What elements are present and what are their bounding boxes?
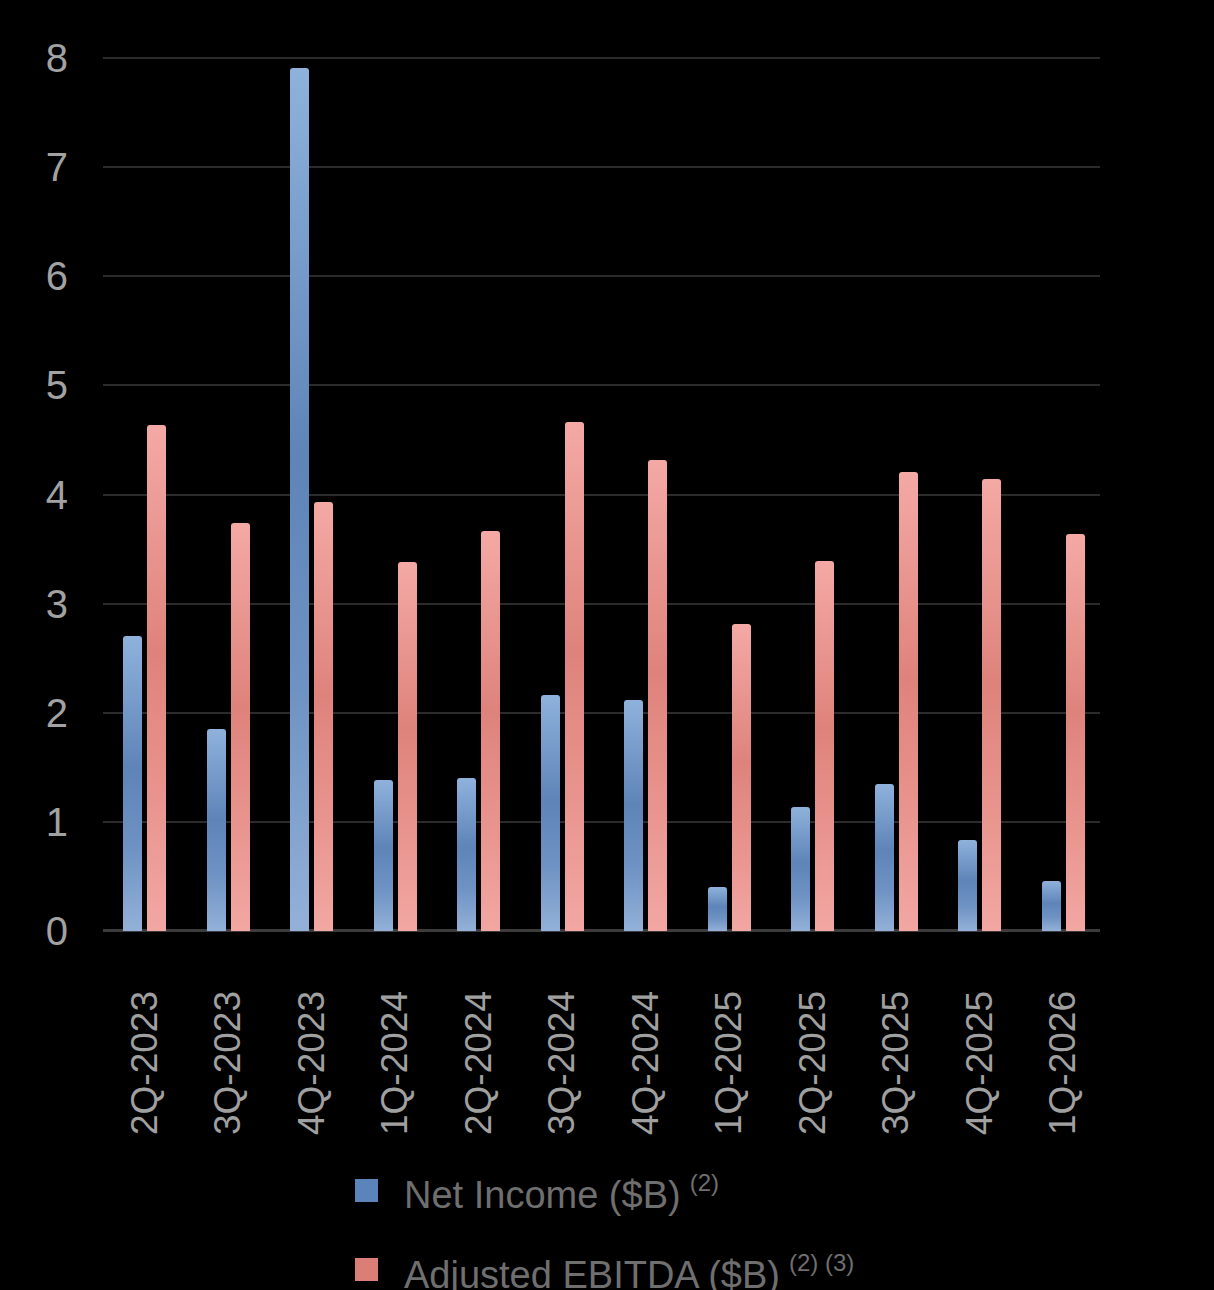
gridline-y2	[103, 712, 1100, 714]
gridline-y3	[103, 603, 1100, 605]
y-tick-label-7: 7	[0, 143, 68, 191]
bar-net-income-3q-2025	[875, 784, 894, 931]
x-tick-label-3q-2023: 3Q-2023	[206, 953, 250, 1135]
bar-net-income-4q-2025	[958, 840, 977, 931]
x-tick-label-4q-2023: 4Q-2023	[290, 953, 334, 1135]
x-tick-label-1q-2026: 1Q-2026	[1041, 953, 1085, 1135]
gridline-y6	[103, 275, 1100, 277]
bar-adjusted-ebitda-1q-2026	[1066, 534, 1085, 931]
x-axis-line	[103, 929, 1100, 932]
bar-adjusted-ebitda-2q-2023	[147, 425, 166, 931]
adjusted-ebitda-footnote: (2) (3)	[789, 1249, 854, 1276]
x-tick-label-3q-2024: 3Q-2024	[540, 953, 584, 1135]
bar-net-income-3q-2023	[207, 729, 226, 931]
bar-adjusted-ebitda-3q-2023	[231, 523, 250, 931]
bar-adjusted-ebitda-3q-2025	[899, 472, 918, 931]
adjusted-ebitda-legend-label: Adjusted EBITDA ($B)(2) (3)	[404, 1243, 854, 1290]
bar-adjusted-ebitda-4q-2025	[982, 479, 1001, 931]
bar-net-income-2q-2025	[791, 807, 810, 931]
net-income-footnote: (2)	[690, 1169, 719, 1196]
y-axis: 0 1 2 3 4 5 6 7 8	[0, 0, 96, 1290]
bar-net-income-1q-2025	[708, 887, 727, 931]
x-tick-label-1q-2025: 1Q-2025	[707, 953, 751, 1135]
bar-adjusted-ebitda-4q-2024	[648, 460, 667, 931]
net-income-swatch	[355, 1179, 378, 1202]
gridline-y5	[103, 384, 1100, 386]
bar-net-income-2q-2023	[123, 636, 142, 931]
y-tick-label-5: 5	[0, 361, 68, 409]
x-tick-label-4q-2024: 4Q-2024	[624, 953, 668, 1135]
y-tick-label-4: 4	[0, 471, 68, 519]
gridline-y8	[103, 57, 1100, 59]
bar-net-income-2q-2024	[457, 778, 476, 931]
x-tick-label-1q-2024: 1Q-2024	[373, 953, 417, 1135]
y-tick-label-0: 0	[0, 907, 68, 955]
x-tick-label-2q-2024: 2Q-2024	[457, 953, 501, 1135]
x-tick-label-2q-2023: 2Q-2023	[123, 953, 167, 1135]
bar-net-income-3q-2024	[541, 695, 560, 931]
bar-adjusted-ebitda-4q-2023	[314, 502, 333, 931]
y-tick-label-3: 3	[0, 580, 68, 628]
y-tick-label-6: 6	[0, 252, 68, 300]
adjusted-ebitda-swatch	[355, 1258, 378, 1281]
quarterly-results-bar-chart: 0 1 2 3 4 5 6 7 8 2Q-2023 3Q-2023 4Q-2023 1Q-2024 2Q…	[0, 0, 1214, 1290]
gridline-y1	[103, 821, 1100, 823]
legend: Net Income ($B)(2) Adjusted EBITDA ($B)(…	[355, 1163, 854, 1290]
gridline-y4	[103, 494, 1100, 496]
y-tick-label-8: 8	[0, 34, 68, 82]
bar-net-income-4q-2023	[290, 68, 309, 931]
x-tick-label-2q-2025: 2Q-2025	[791, 953, 835, 1135]
bar-net-income-4q-2024	[624, 700, 643, 931]
x-tick-label-4q-2025: 4Q-2025	[958, 953, 1002, 1135]
y-tick-label-2: 2	[0, 689, 68, 737]
legend-item-net-income: Net Income ($B)(2)	[355, 1163, 854, 1218]
bar-adjusted-ebitda-2q-2025	[815, 561, 834, 931]
bar-adjusted-ebitda-1q-2025	[732, 624, 751, 931]
plot-area	[103, 58, 1100, 931]
net-income-legend-label: Net Income ($B)(2)	[404, 1163, 719, 1218]
x-tick-label-3q-2025: 3Q-2025	[874, 953, 918, 1135]
bar-adjusted-ebitda-1q-2024	[398, 562, 417, 931]
legend-item-adjusted-ebitda: Adjusted EBITDA ($B)(2) (3)	[355, 1243, 854, 1290]
bar-adjusted-ebitda-3q-2024	[565, 422, 584, 931]
bar-net-income-1q-2024	[374, 780, 393, 931]
bar-net-income-1q-2026	[1042, 881, 1061, 931]
gridline-y7	[103, 166, 1100, 168]
bar-adjusted-ebitda-2q-2024	[481, 531, 500, 931]
y-tick-label-1: 1	[0, 798, 68, 846]
